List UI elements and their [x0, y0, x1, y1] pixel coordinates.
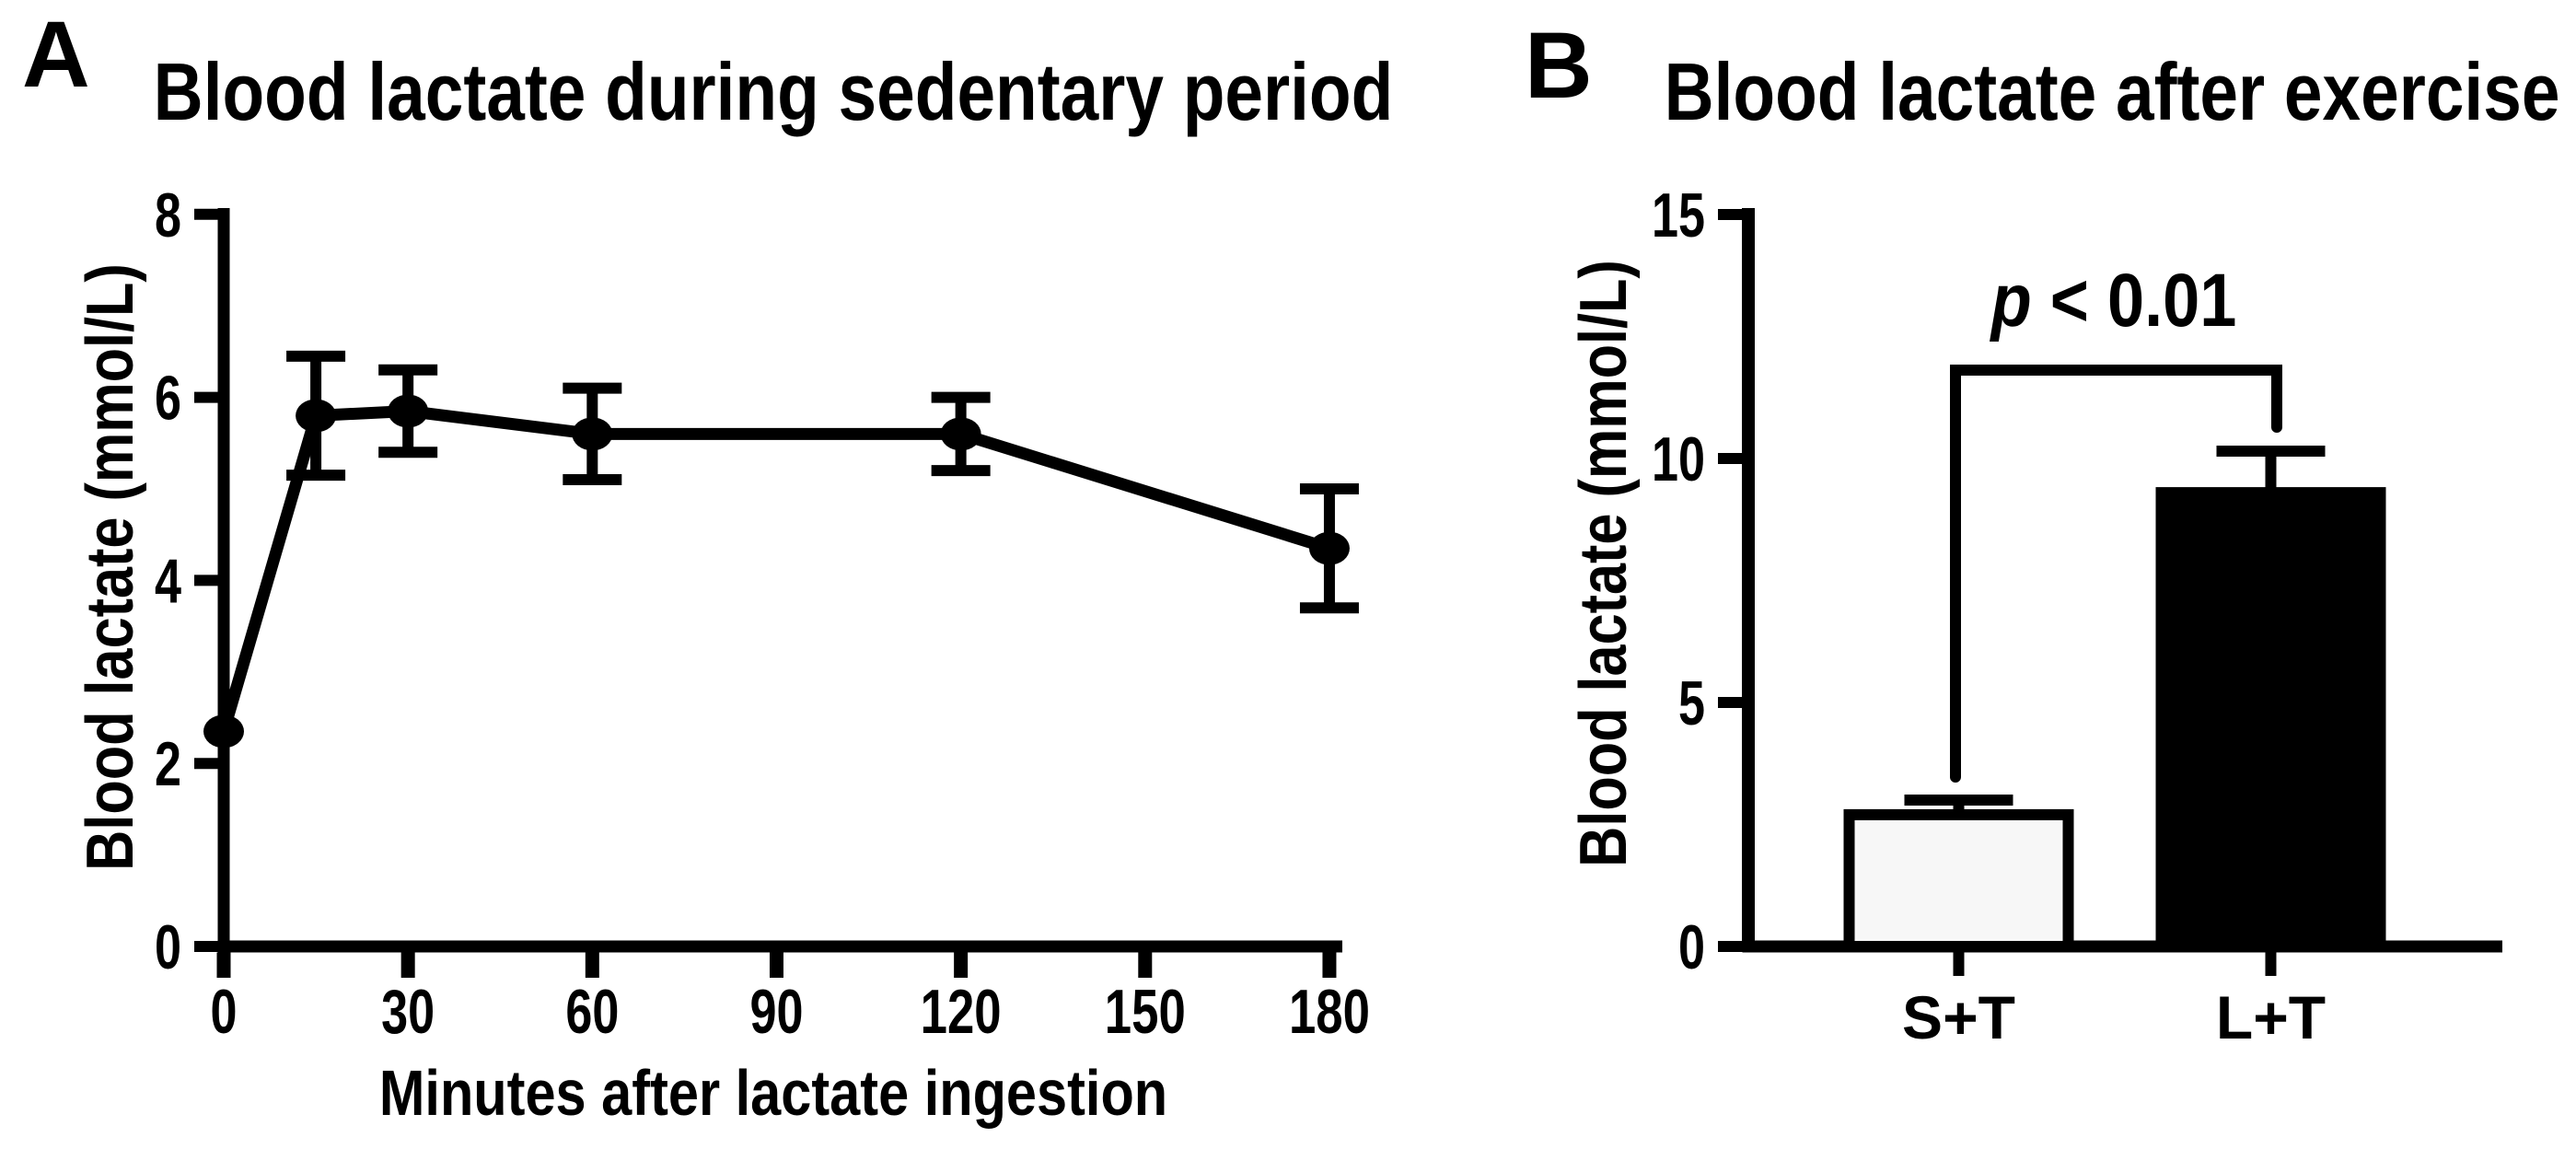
p-symbol: p [1990, 259, 2032, 342]
a-y-tick-label: 6 [155, 364, 181, 434]
a-data-point [572, 417, 613, 451]
a-x-tick-label: 90 [749, 977, 803, 1047]
significance-annotation: p < 0.01 [1991, 263, 2237, 339]
b-bar-S+T [1843, 808, 2074, 953]
b-bar-L+T [2155, 487, 2386, 952]
a-data-point [296, 399, 337, 433]
panel-a-y-axis-label: Blood lactate (mmol/L) [74, 263, 147, 871]
panel-b-y-axis-label: Blood lactate (mmol/L) [1567, 260, 1641, 867]
a-y-tick-label: 8 [155, 180, 181, 250]
b-y-tick-label: 10 [1652, 424, 1705, 494]
panel-a-x-axis-label: Minutes after lactate ingestion [378, 1057, 1168, 1129]
panel-b-title: Blood lactate after exercise [1664, 46, 2560, 137]
a-x-tick-label: 150 [1105, 977, 1186, 1047]
b-significance-bracket [1950, 365, 2282, 783]
a-x-tick-label: 30 [381, 977, 435, 1047]
a-data-point [388, 394, 429, 428]
a-y-tick-label: 2 [155, 729, 181, 799]
b-y-tick-label: 15 [1652, 180, 1705, 250]
a-x-tick-label: 60 [565, 977, 619, 1047]
a-data-point [1308, 531, 1350, 565]
panel-a-title: Blood lactate during sedentary period [153, 46, 1394, 137]
a-data-point [940, 417, 981, 451]
panel-b-letter: B [1525, 13, 1593, 118]
a-x-tick-label: 0 [211, 977, 238, 1047]
a-y-tick-label: 4 [155, 546, 181, 616]
p-comparison-value: < 0.01 [2031, 259, 2237, 342]
panel-a-letter: A [22, 2, 90, 107]
a-y-tick-label: 0 [155, 912, 181, 982]
a-series-line [217, 405, 1331, 734]
a-x-tick-label: 120 [921, 977, 1002, 1047]
b-y-tick-label: 5 [1678, 668, 1705, 738]
b-y-tick-label: 0 [1678, 912, 1705, 982]
a-x-tick-label: 180 [1289, 977, 1370, 1047]
b-category-label: L+T [2216, 983, 2326, 1051]
b-category-label: S+T [1902, 983, 2015, 1051]
a-data-point [203, 714, 244, 749]
